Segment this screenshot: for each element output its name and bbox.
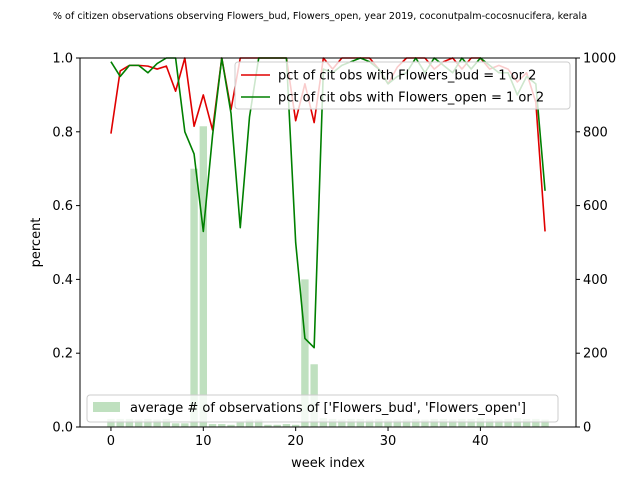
- bar: [264, 424, 272, 427]
- chart-title: % of citizen observations observing Flow…: [53, 11, 587, 22]
- y-tick-label: 0.2: [52, 347, 73, 362]
- bar: [282, 424, 291, 427]
- bar: [467, 418, 475, 427]
- bar: [190, 168, 198, 427]
- y-axis-label: percent: [29, 218, 44, 268]
- x-tick-label: 20: [287, 434, 304, 449]
- x-tick-label: 0: [107, 434, 115, 449]
- y2-tick-label: 400: [583, 273, 608, 288]
- bar: [532, 418, 540, 427]
- y-tick-label: 0.6: [52, 199, 73, 214]
- legend-upper: pct of cit obs with Flowers_bud = 1 or 2…: [234, 61, 571, 110]
- bar: [495, 419, 503, 427]
- y2-tick-label: 800: [583, 125, 608, 140]
- x-tick-label: 40: [472, 434, 489, 449]
- legend-label-open: pct of cit obs with Flowers_open = 1 or …: [278, 91, 544, 106]
- bar: [162, 418, 171, 427]
- bar: [116, 418, 124, 427]
- y2-tick-label: 1000: [583, 52, 616, 67]
- y-tick-label: 0.0: [52, 421, 73, 436]
- bar: [255, 419, 263, 427]
- bar: [458, 418, 466, 427]
- y2-tick-label: 200: [583, 347, 608, 362]
- legend-upper-frame: [234, 61, 571, 110]
- y2-tick-label: 600: [583, 199, 608, 214]
- x-axis-label: week index: [291, 456, 365, 471]
- bar: [421, 419, 429, 427]
- bar: [199, 126, 208, 427]
- bar: [107, 418, 115, 427]
- bar: [227, 424, 235, 427]
- bar: [347, 418, 355, 427]
- bar: [319, 418, 328, 427]
- legend-lower-frame: [86, 394, 559, 423]
- bar: [430, 418, 438, 427]
- bar: [338, 419, 346, 427]
- bar: [125, 418, 134, 427]
- bar: [236, 422, 244, 427]
- x-axis-ticks: 0 10 20 30 40: [107, 427, 489, 449]
- x-tick-label: 30: [380, 434, 397, 449]
- legend-label-bars: average # of observations of ['Flowers_b…: [130, 401, 526, 416]
- bar: [144, 418, 152, 427]
- bar: [485, 418, 494, 427]
- legend-label-bud: pct of cit obs with Flowers_bud = 1 or 2: [278, 69, 536, 84]
- bar: [402, 419, 411, 427]
- bar: [393, 419, 401, 427]
- bar: [245, 419, 254, 427]
- legend-swatch-bars: [93, 402, 120, 412]
- y-axis-ticks: 0.0 0.2 0.4 0.6 0.8 1.0: [52, 52, 80, 436]
- plot-frame: [79, 57, 577, 428]
- bar: [365, 419, 374, 427]
- legend-lower: average # of observations of ['Flowers_b…: [86, 394, 559, 423]
- y-tick-label: 0.4: [52, 273, 73, 288]
- bar: [541, 419, 549, 427]
- bar: [356, 418, 365, 427]
- y-tick-label: 1.0: [52, 52, 73, 67]
- y2-tick-label: 0: [583, 421, 591, 436]
- bar: [513, 418, 522, 427]
- bar: [273, 424, 281, 427]
- bar: [448, 419, 457, 427]
- bar: [134, 419, 143, 427]
- bar: [384, 419, 392, 427]
- bar: [291, 424, 300, 427]
- bar: [476, 418, 485, 427]
- bar: [328, 418, 337, 427]
- bar: [504, 418, 512, 427]
- bar: [208, 424, 217, 427]
- bar: [171, 423, 180, 427]
- bar: [375, 418, 383, 427]
- y2-axis-ticks: 0 200 400 600 800 1000: [576, 52, 616, 436]
- bar: [181, 423, 189, 427]
- x-tick-label: 10: [195, 434, 212, 449]
- bar: [439, 418, 448, 427]
- bar: [301, 279, 309, 427]
- bar: [522, 418, 531, 427]
- bar: [218, 424, 226, 427]
- bar: [153, 419, 161, 427]
- y-tick-label: 0.8: [52, 125, 73, 140]
- bars-layer: [107, 126, 549, 427]
- bar: [412, 418, 420, 427]
